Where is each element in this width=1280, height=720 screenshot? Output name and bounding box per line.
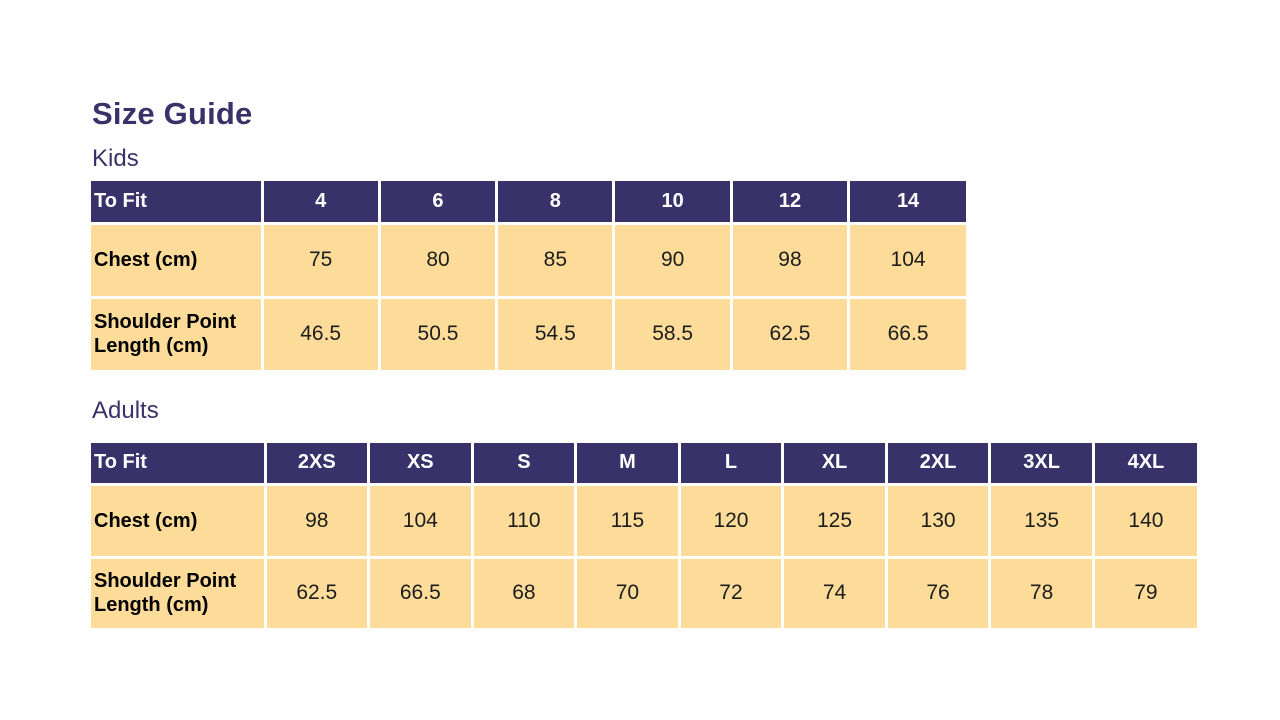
adults-shoulder-value: 78 xyxy=(988,555,1095,628)
adults-chest-value: 104 xyxy=(367,482,474,559)
kids-chest-value: 85 xyxy=(495,221,616,299)
adults-header-size: XS xyxy=(367,443,474,486)
adults-header-size: S xyxy=(470,443,578,486)
adults-chest-value: 135 xyxy=(988,482,1095,559)
kids-shoulder-label: Shoulder Point Length (cm) xyxy=(91,295,264,370)
adults-shoulder-value: 66.5 xyxy=(367,555,474,628)
kids-chest-value: 80 xyxy=(377,221,499,299)
kids-section-label: Kids xyxy=(92,145,139,172)
adults-shoulder-label: Shoulder Point Length (cm) xyxy=(91,555,267,628)
adults-chest-value: 125 xyxy=(781,482,888,559)
kids-header-size: 12 xyxy=(729,181,851,225)
adults-header-to-fit: To Fit xyxy=(91,443,267,486)
kids-header-row: To Fit 4 6 8 10 12 14 xyxy=(91,181,966,225)
page-title: Size Guide xyxy=(92,96,253,131)
adults-section-label: Adults xyxy=(92,397,159,424)
adults-chest-value: 110 xyxy=(470,482,578,559)
kids-shoulder-value: 62.5 xyxy=(729,295,851,370)
adults-header-size: 3XL xyxy=(988,443,1095,486)
kids-shoulder-value: 54.5 xyxy=(495,295,616,370)
kids-header-size: 6 xyxy=(377,181,499,225)
adults-header-size: 2XS xyxy=(263,443,371,486)
adults-header-size: L xyxy=(677,443,785,486)
kids-chest-row: Chest (cm) 75 80 85 90 98 104 xyxy=(91,221,966,299)
adults-chest-row: Chest (cm) 98 104 110 115 120 125 130 13… xyxy=(91,482,1197,559)
adults-chest-value: 140 xyxy=(1091,482,1197,559)
kids-shoulder-row: Shoulder Point Length (cm) 46.5 50.5 54.… xyxy=(91,295,966,370)
kids-shoulder-value: 46.5 xyxy=(260,295,381,370)
kids-size-table: To Fit 4 6 8 10 12 14 Chest (cm) 75 80 8… xyxy=(91,181,966,370)
adults-size-table: To Fit 2XS XS S M L XL 2XL 3XL 4XL Chest… xyxy=(91,443,1197,628)
kids-shoulder-value: 58.5 xyxy=(612,295,733,370)
adults-shoulder-row: Shoulder Point Length (cm) 62.5 66.5 68 … xyxy=(91,555,1197,628)
adults-chest-value: 120 xyxy=(677,482,785,559)
adults-chest-value: 130 xyxy=(884,482,992,559)
kids-shoulder-value: 50.5 xyxy=(377,295,499,370)
kids-chest-label: Chest (cm) xyxy=(91,221,264,299)
adults-header-size: 4XL xyxy=(1091,443,1197,486)
kids-chest-value: 90 xyxy=(612,221,733,299)
adults-shoulder-value: 79 xyxy=(1091,555,1197,628)
kids-header-size: 8 xyxy=(495,181,616,225)
adults-header-size: M xyxy=(574,443,681,486)
adults-chest-value: 98 xyxy=(263,482,371,559)
adults-shoulder-value: 62.5 xyxy=(263,555,371,628)
adults-header-size: XL xyxy=(781,443,888,486)
kids-header-size: 10 xyxy=(612,181,733,225)
adults-chest-value: 115 xyxy=(574,482,681,559)
adults-shoulder-value: 68 xyxy=(470,555,578,628)
adults-shoulder-value: 70 xyxy=(574,555,681,628)
kids-shoulder-value: 66.5 xyxy=(847,295,966,370)
kids-chest-value: 104 xyxy=(847,221,966,299)
adults-chest-label: Chest (cm) xyxy=(91,482,267,559)
kids-header-size: 14 xyxy=(847,181,966,225)
adults-header-row: To Fit 2XS XS S M L XL 2XL 3XL 4XL xyxy=(91,443,1197,486)
adults-shoulder-value: 74 xyxy=(781,555,888,628)
adults-shoulder-value: 72 xyxy=(677,555,785,628)
kids-header-to-fit: To Fit xyxy=(91,181,264,225)
kids-header-size: 4 xyxy=(260,181,381,225)
kids-chest-value: 98 xyxy=(729,221,851,299)
kids-chest-value: 75 xyxy=(260,221,381,299)
adults-header-size: 2XL xyxy=(884,443,992,486)
adults-shoulder-value: 76 xyxy=(884,555,992,628)
